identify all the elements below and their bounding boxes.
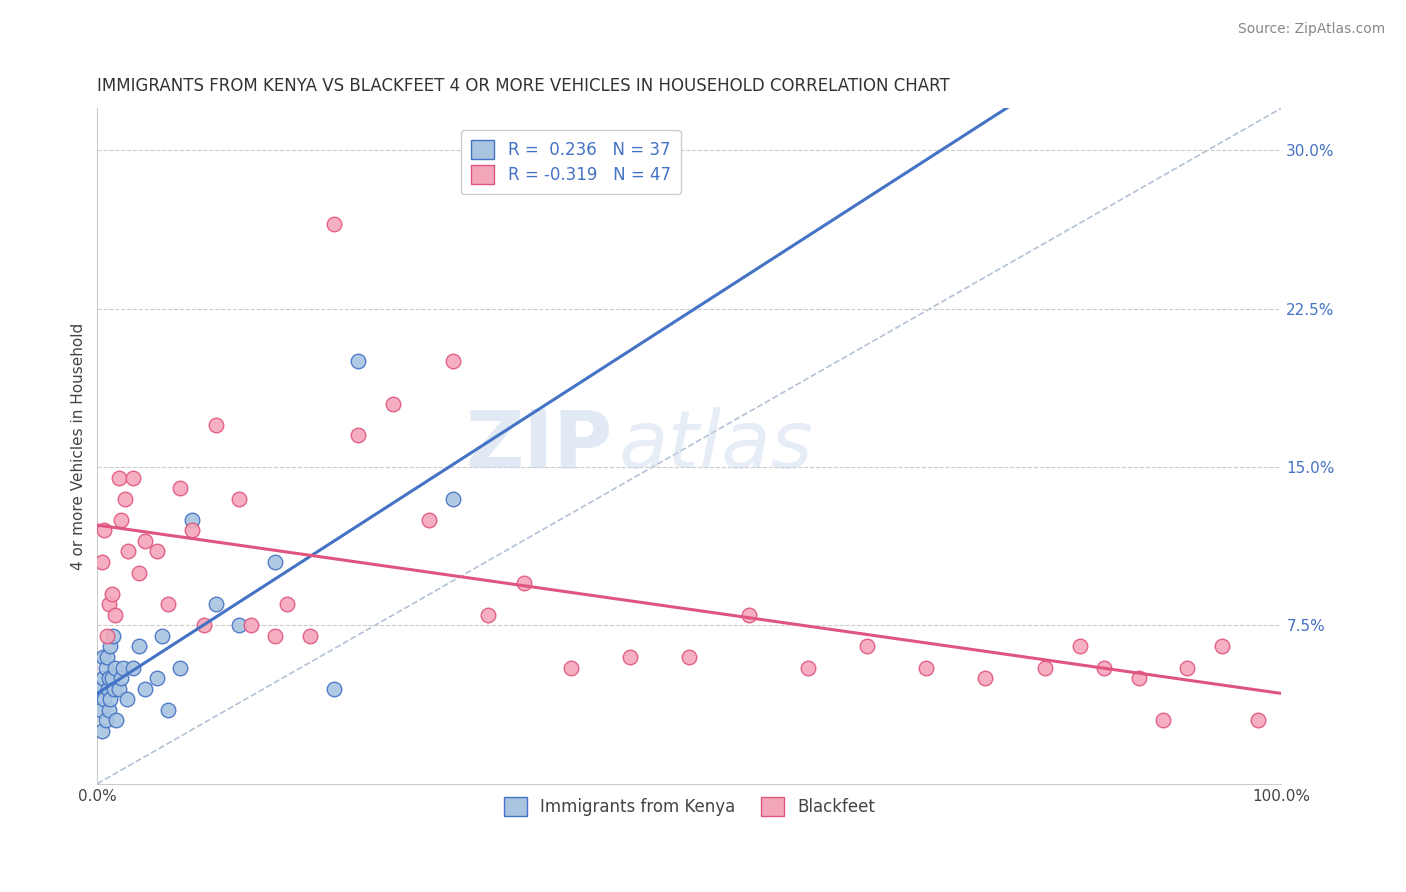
Point: [797, 660, 820, 674]
Point: [678, 650, 700, 665]
Point: [98, 597, 121, 611]
Legend: Immigrants from Kenya, Blackfeet: Immigrants from Kenya, Blackfeet: [496, 790, 882, 822]
Point: [276, 597, 298, 611]
Point: [169, 481, 191, 495]
Point: [264, 629, 287, 643]
Point: [193, 618, 215, 632]
Point: [128, 640, 150, 654]
Point: [104, 607, 127, 622]
Point: [382, 397, 405, 411]
Y-axis label: 4 or more Vehicles in Household: 4 or more Vehicles in Household: [72, 322, 86, 570]
Point: [89, 681, 111, 696]
Point: [93, 524, 115, 538]
Point: [94, 714, 117, 728]
Point: [93, 692, 115, 706]
Point: [128, 566, 150, 580]
Point: [145, 671, 167, 685]
Point: [98, 703, 121, 717]
Point: [737, 607, 759, 622]
Point: [347, 354, 370, 368]
Point: [477, 607, 499, 622]
Text: IMMIGRANTS FROM KENYA VS BLACKFEET 4 OR MORE VEHICLES IN HOUSEHOLD CORRELATION C: IMMIGRANTS FROM KENYA VS BLACKFEET 4 OR …: [97, 78, 950, 95]
Point: [157, 597, 180, 611]
Point: [115, 692, 138, 706]
Point: [1033, 660, 1056, 674]
Point: [122, 470, 145, 484]
Point: [105, 714, 128, 728]
Point: [1247, 714, 1270, 728]
Point: [91, 650, 114, 665]
Text: atlas: atlas: [619, 407, 813, 485]
Point: [110, 513, 132, 527]
Point: [152, 629, 174, 643]
Point: [323, 217, 346, 231]
Point: [169, 660, 191, 674]
Point: [101, 629, 124, 643]
Point: [117, 544, 139, 558]
Point: [560, 660, 582, 674]
Text: ZIP: ZIP: [465, 407, 613, 485]
Point: [181, 513, 204, 527]
Point: [103, 681, 125, 696]
Point: [100, 671, 122, 685]
Point: [1211, 640, 1233, 654]
Point: [122, 660, 145, 674]
Point: [100, 587, 122, 601]
Point: [347, 428, 370, 442]
Point: [441, 491, 464, 506]
Point: [97, 681, 120, 696]
Point: [204, 597, 226, 611]
Point: [264, 555, 287, 569]
Point: [96, 650, 118, 665]
Point: [228, 491, 250, 506]
Point: [96, 629, 118, 643]
Point: [418, 513, 440, 527]
Text: Source: ZipAtlas.com: Source: ZipAtlas.com: [1237, 22, 1385, 37]
Point: [299, 629, 322, 643]
Point: [1092, 660, 1115, 674]
Point: [110, 671, 132, 685]
Point: [619, 650, 641, 665]
Point: [240, 618, 263, 632]
Point: [94, 660, 117, 674]
Point: [512, 576, 534, 591]
Point: [100, 640, 122, 654]
Point: [100, 692, 122, 706]
Point: [856, 640, 879, 654]
Point: [134, 533, 156, 548]
Point: [91, 555, 114, 569]
Point: [90, 703, 112, 717]
Point: [204, 417, 226, 432]
Point: [1069, 640, 1091, 654]
Point: [107, 681, 129, 696]
Point: [145, 544, 167, 558]
Point: [134, 681, 156, 696]
Point: [1128, 671, 1150, 685]
Point: [1175, 660, 1198, 674]
Point: [974, 671, 997, 685]
Point: [104, 660, 127, 674]
Point: [98, 671, 121, 685]
Point: [114, 491, 136, 506]
Point: [441, 354, 464, 368]
Point: [915, 660, 938, 674]
Point: [91, 723, 114, 738]
Point: [112, 660, 135, 674]
Point: [157, 703, 180, 717]
Point: [91, 671, 114, 685]
Point: [181, 524, 204, 538]
Point: [228, 618, 250, 632]
Point: [107, 470, 129, 484]
Point: [1152, 714, 1174, 728]
Point: [323, 681, 346, 696]
